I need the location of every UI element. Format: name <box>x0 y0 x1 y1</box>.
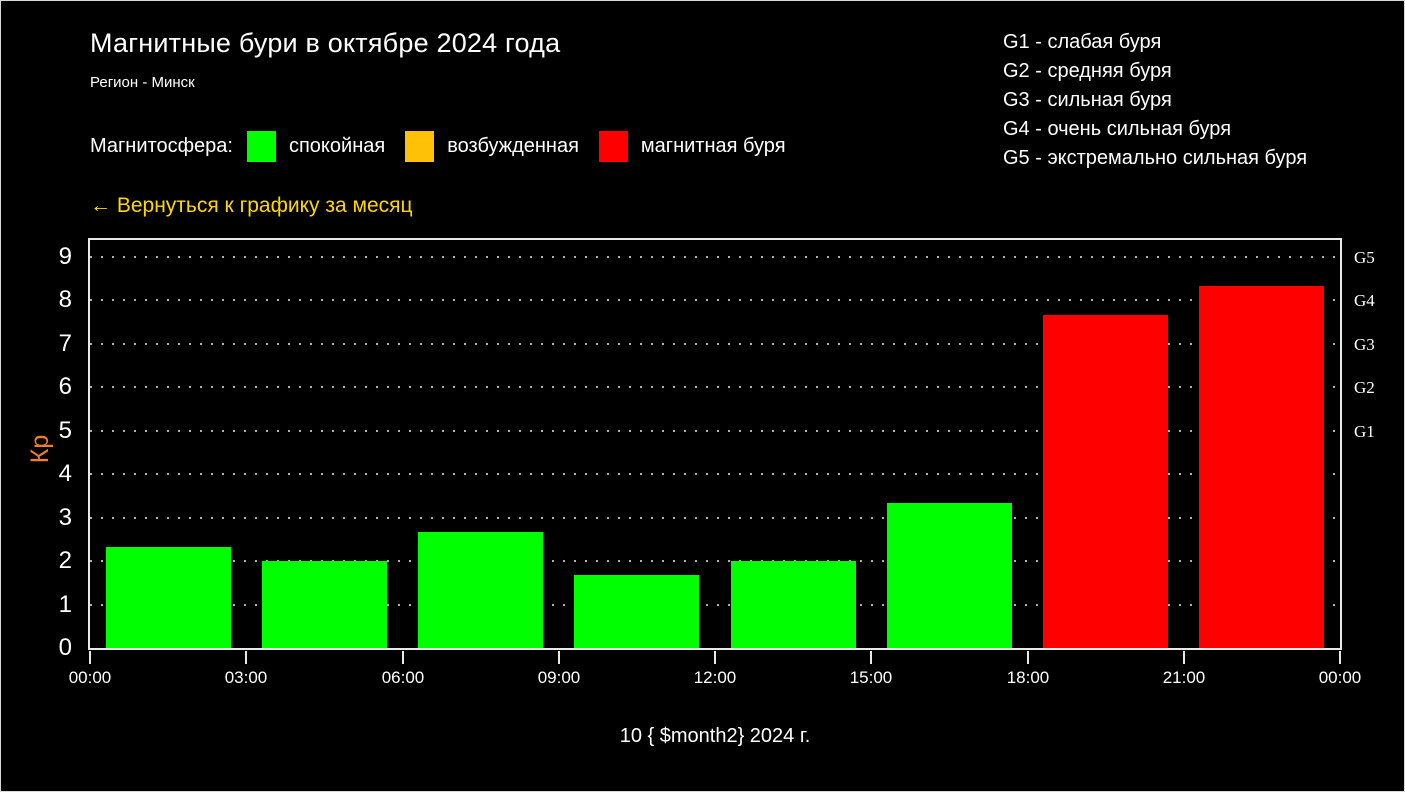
right-axis-label: G5 <box>1354 248 1375 267</box>
legend-swatch-icon <box>405 131 435 162</box>
page-subtitle: Регион - Минск <box>90 74 195 91</box>
legend-item-label: возбужденная <box>447 135 579 157</box>
x-tick-label: 09:00 <box>537 668 581 687</box>
x-tick-label: 18:00 <box>1006 668 1050 687</box>
x-tick-label: 03:00 <box>224 668 268 687</box>
kp-bar <box>262 561 387 648</box>
y-tick-label: 8 <box>58 286 72 313</box>
x-axis-tick <box>89 651 91 664</box>
kp-bar <box>574 575 699 648</box>
gridline <box>90 299 1340 302</box>
x-tick-label: 00:00 <box>68 668 112 687</box>
x-axis-tick <box>1027 651 1029 664</box>
storm-scale-item: G4 - очень сильная буря <box>1003 118 1232 140</box>
gridline <box>90 429 1340 432</box>
kp-bar <box>887 503 1012 648</box>
storm-scale-item: G2 - средняя буря <box>1003 60 1172 82</box>
page-title: Магнитные бури в октябре 2024 года <box>90 28 561 58</box>
x-axis-tick <box>402 651 404 664</box>
gridline <box>90 516 1340 519</box>
legend-swatch-icon <box>598 131 628 162</box>
magnetosphere-legend: Магнитосфера: спокойная возбужденная магни… <box>90 130 806 163</box>
kp-bar <box>1199 286 1324 648</box>
x-tick-label: 15:00 <box>849 668 893 687</box>
x-tick-label: 12:00 <box>693 668 737 687</box>
x-tick-label: 06:00 <box>381 668 425 687</box>
y-tick-label: 0 <box>58 634 72 661</box>
storm-scale-item: G5 - экстремально сильная буря <box>1003 147 1308 169</box>
kp-bar <box>731 561 856 648</box>
right-axis-label: G1 <box>1354 422 1375 441</box>
x-axis-tick <box>714 651 716 664</box>
y-tick-label: 1 <box>58 591 72 618</box>
storm-scale-legend: G1 - слабая буря G2 - средняя буря G3 - си… <box>1003 28 1307 173</box>
legend-item: спокойная <box>246 131 386 162</box>
x-axis-tick <box>870 651 872 664</box>
back-link[interactable]: ← Вернуться к графику за месяц <box>90 194 413 217</box>
x-axis-tick <box>1183 651 1185 664</box>
legend-item: возбужденная <box>405 131 579 162</box>
legend-item-label: магнитная буря <box>640 135 786 157</box>
right-axis-label: G2 <box>1354 378 1375 397</box>
gridline <box>90 342 1340 345</box>
legend-swatch-icon <box>246 131 276 162</box>
gridline <box>90 473 1340 476</box>
kp-bar <box>418 532 543 648</box>
y-tick-label: 6 <box>58 373 72 400</box>
x-tick-label: 00:00 <box>1318 668 1362 687</box>
y-tick-label: 5 <box>58 417 72 444</box>
right-axis-label: G3 <box>1354 335 1375 354</box>
y-tick-label: 2 <box>58 547 72 574</box>
y-tick-label: 9 <box>58 243 72 270</box>
y-tick-label: 7 <box>58 330 72 357</box>
gridline <box>90 255 1340 258</box>
kp-bar <box>1043 315 1168 648</box>
legend-label: Магнитосфера: <box>90 135 233 157</box>
legend-item-label: спокойная <box>288 135 386 157</box>
plot-frame <box>88 238 1342 664</box>
legend-items: спокойная возбужденная магнитная буря <box>246 131 806 162</box>
legend-item: магнитная буря <box>598 131 786 162</box>
x-tick-label: 21:00 <box>1162 668 1206 687</box>
x-axis-title: 10 { $month2} 2024 г. <box>619 725 811 747</box>
x-axis-tick <box>558 651 560 664</box>
x-axis-tick <box>245 651 247 664</box>
y-tick-label: 4 <box>58 460 72 487</box>
right-axis-label: G4 <box>1354 291 1375 310</box>
kp-bar <box>106 547 231 648</box>
x-axis-tick <box>1339 651 1341 664</box>
y-tick-label: 3 <box>58 504 72 531</box>
gridline <box>90 386 1340 389</box>
gridline <box>90 560 1340 563</box>
storm-scale-item: G1 - слабая буря <box>1003 31 1162 53</box>
gridline <box>90 603 1340 606</box>
storm-scale-item: G3 - сильная буря <box>1003 89 1172 111</box>
